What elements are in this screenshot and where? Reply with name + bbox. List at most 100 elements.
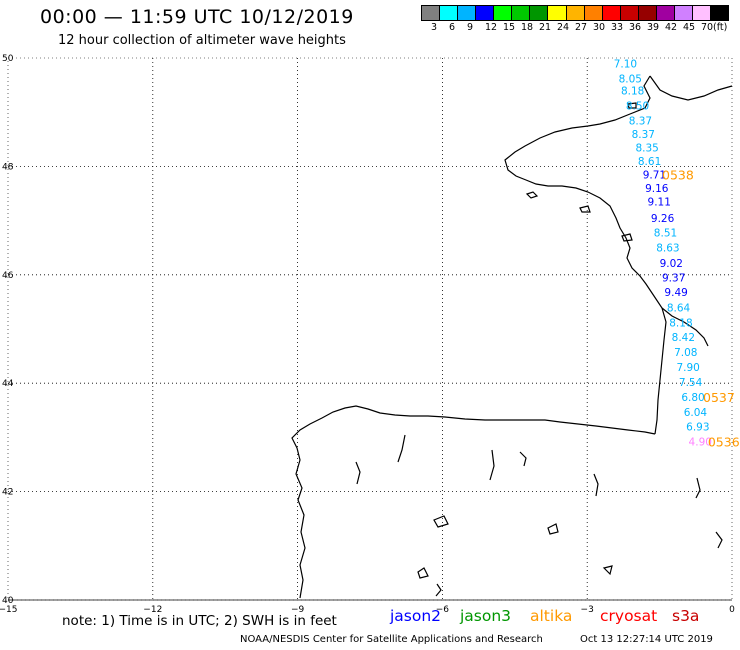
wave-height-value: 7.54	[679, 377, 703, 389]
wave-height-value: 7.90	[676, 362, 699, 374]
wave-height-value: 8.42	[672, 332, 695, 344]
lon-tick-label: −15	[0, 605, 18, 615]
coastline-spain	[291, 405, 656, 599]
colorbar-swatch	[656, 6, 675, 20]
colorbar-swatch	[494, 6, 513, 20]
colorbar-swatch	[476, 6, 495, 20]
wave-height-value: 8.37	[629, 115, 652, 127]
river-spain	[489, 449, 495, 481]
axis-ticks: 50 48 46 44 42 40−15 −12 −9 −6 −3 0	[0, 54, 735, 615]
colorbar-swatch	[458, 6, 477, 20]
colorbar-swatch	[620, 6, 639, 20]
colorbar-label: 12	[485, 22, 498, 33]
lat-tick-label: 46	[2, 271, 14, 281]
colorbar-label: 9	[467, 22, 474, 33]
colorbar-swatch	[584, 6, 603, 20]
wave-height-value: 8.51	[654, 228, 677, 240]
lat-tick-label: 40	[2, 596, 14, 606]
wave-height-value: 9.71	[643, 170, 666, 182]
colorbar-swatch	[548, 6, 567, 20]
lon-tick-label: −12	[143, 605, 162, 615]
colorbar-label: (ft)	[713, 22, 728, 33]
wave-height-value: 9.26	[651, 213, 675, 225]
colorbar-swatch	[674, 6, 693, 20]
colorbar-label: 3	[431, 22, 438, 33]
colorbar-label: 15	[503, 22, 516, 33]
colorbar-label: 27	[575, 22, 588, 33]
river-spain	[695, 477, 701, 499]
lon-tick-label: 0	[729, 605, 735, 615]
colorbar-swatch	[530, 6, 549, 20]
mission-cryosat: cryosat	[600, 607, 658, 625]
lat-tick-label: 42	[2, 488, 13, 498]
colorbar-label: 45	[683, 22, 696, 33]
wave-height-value: 8.35	[635, 142, 658, 154]
colorbar-label: 21	[539, 22, 552, 33]
timestamp: Oct 13 12:27:14 UTC 2019	[580, 634, 713, 645]
wave-height-value: 9.02	[660, 258, 683, 270]
island	[579, 205, 591, 213]
wave-height-value: 8.64	[667, 302, 691, 314]
colorbar-swatch	[422, 6, 441, 20]
lat-tick-label: 48	[2, 162, 14, 172]
coastline-france-north	[649, 75, 733, 101]
wave-height-value: 9.37	[662, 273, 685, 285]
pass-labels: 0538 0537 0536	[662, 168, 740, 450]
lake	[602, 565, 613, 576]
lake	[433, 515, 449, 528]
lake	[547, 523, 559, 535]
coastline-garonne	[661, 307, 709, 347]
mission-altika: altika	[530, 607, 573, 625]
map-grid	[7, 57, 733, 601]
mission-jason3: jason3	[460, 607, 512, 625]
wave-height-value: 9.16	[645, 183, 669, 195]
river-spain	[593, 473, 599, 497]
wave-height-value: 8.18	[669, 317, 692, 329]
wave-height-value: 6.80	[681, 392, 704, 404]
colorbar-swatch	[638, 6, 657, 20]
credit-text: NOAA/NESDIS Center for Satellite Applica…	[240, 634, 543, 645]
coastline-france	[504, 75, 667, 435]
lake	[417, 567, 429, 579]
colorbar-label: 18	[521, 22, 534, 33]
page-subtitle: 12 hour collection of altimeter wave hei…	[58, 33, 346, 48]
colorbar-label: 30	[593, 22, 606, 33]
wave-height-value: 9.49	[664, 287, 687, 299]
wave-height-value: 8.37	[632, 129, 655, 141]
wave-height-value: 6.04	[684, 407, 708, 419]
lon-tick-label: −6	[436, 605, 450, 615]
wave-height-colorbar	[421, 5, 729, 21]
colorbar-swatch	[692, 6, 711, 20]
colorbar-label: 70	[701, 22, 714, 33]
wave-height-value: 8.50	[626, 101, 649, 113]
colorbar-labels: 3 6 9 12 15 18 21 24 27 30 33 36 39 42 45 70 (ft)	[421, 22, 729, 34]
mission-s3a: s3a	[672, 607, 700, 625]
colorbar-swatch	[602, 6, 621, 20]
page-title: 00:00 — 11:59 UTC 10/12/2019	[40, 6, 354, 28]
wave-height-value: 8.61	[638, 156, 661, 168]
footer-note: note: 1) Time is in UTC; 2) SWH is in fe…	[62, 613, 337, 629]
pass-number: 0536	[708, 435, 740, 450]
wave-height-value: 9.11	[648, 197, 671, 209]
colorbar-label: 6	[449, 22, 456, 33]
colorbar-label: 33	[611, 22, 624, 33]
wave-height-points: 7.108.058.188.508.378.378.358.619.719.16…	[614, 58, 712, 448]
lat-tick-label: 50	[2, 54, 14, 64]
coastline	[291, 75, 733, 599]
wave-height-value: 8.05	[619, 74, 642, 86]
colorbar-label: 36	[629, 22, 642, 33]
colorbar-swatch	[512, 6, 531, 20]
wave-height-value: 8.18	[621, 86, 644, 98]
pass-number: 0538	[662, 168, 694, 183]
pass-number: 0537	[703, 390, 735, 405]
river-spain	[715, 531, 723, 549]
wave-height-value: 7.08	[674, 347, 697, 359]
wave-height-value: 6.93	[686, 422, 709, 434]
river-spain	[355, 461, 361, 485]
colorbar-swatch	[711, 6, 729, 20]
river-spain	[435, 583, 442, 597]
colorbar-label: 42	[665, 22, 678, 33]
river-spain	[397, 434, 406, 463]
wave-height-value: 7.10	[614, 58, 637, 70]
